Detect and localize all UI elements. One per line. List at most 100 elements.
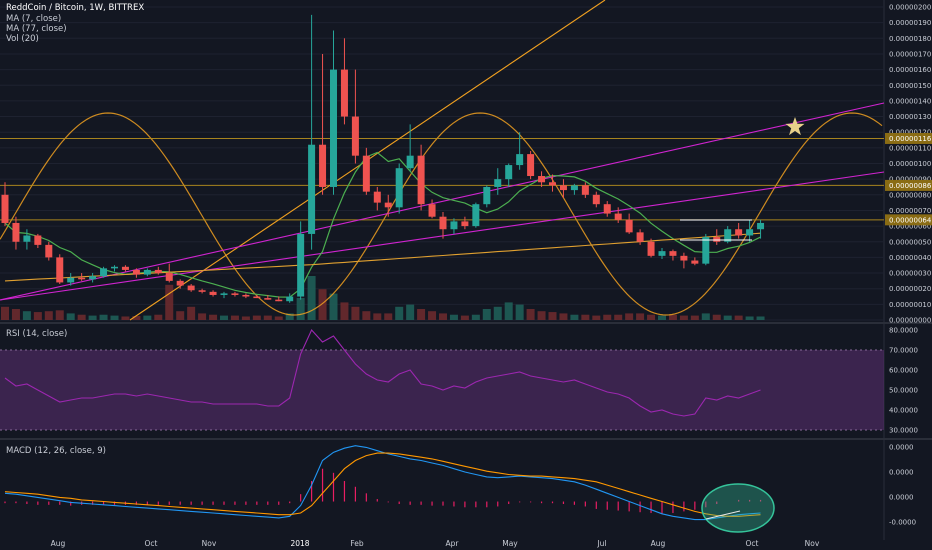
price-tick-label: 0.00000190: [889, 19, 931, 27]
volume-bar: [22, 311, 31, 320]
x-tick-label: Aug: [651, 539, 666, 548]
x-tick-label: Oct: [746, 539, 759, 548]
volume-bar: [220, 315, 228, 320]
rsi-tick-label: 70.0000: [889, 347, 918, 355]
volume-bar: [603, 314, 612, 320]
volume-bar: [526, 309, 535, 320]
x-tick-label: Oct: [145, 539, 158, 548]
rsi-tick-label: 40.0000: [889, 407, 918, 415]
candle-body: [702, 237, 710, 264]
candle-body: [746, 229, 754, 236]
volume-bar: [307, 276, 316, 320]
price-tick-label: 0.00000140: [889, 97, 931, 105]
volume-bar: [417, 309, 426, 320]
candle-body: [516, 154, 524, 166]
cycle-curve: [0, 112, 883, 316]
candle-body: [658, 251, 666, 256]
volume-bar: [241, 316, 250, 320]
volume-bar: [537, 311, 546, 320]
price-tick-label: 0.00000010: [889, 301, 931, 309]
candle-body: [187, 285, 195, 291]
volume-bar: [230, 315, 239, 320]
macd-tick-label: 0.0000: [889, 469, 914, 477]
candle-body: [362, 155, 370, 192]
volume-bar: [581, 314, 590, 320]
candle-body: [417, 155, 425, 205]
volume-bar: [44, 311, 53, 320]
volume-bar: [55, 310, 64, 320]
volume-bar: [154, 314, 163, 320]
volume-bar: [11, 309, 20, 320]
price-tick-label: 0.00000080: [889, 191, 931, 199]
volume-bar: [428, 311, 437, 320]
candle-body: [1, 194, 9, 223]
level-064-tag: [885, 214, 932, 226]
volume-bar: [679, 315, 688, 320]
target-star-icon: [785, 117, 805, 136]
level-116-tag: [885, 132, 932, 144]
candle-body: [78, 277, 86, 280]
volume-bar: [99, 314, 108, 320]
legend-ma7: MA (7, close): [6, 14, 62, 24]
volume-bar: [570, 314, 579, 320]
volume-bar: [668, 314, 677, 320]
volume-bar: [187, 306, 196, 320]
volume-bar: [318, 289, 327, 320]
volume-bar: [592, 315, 601, 320]
volume-bar: [482, 309, 491, 320]
legend-ma77: MA (77, close): [6, 24, 67, 34]
candle-body: [56, 257, 64, 283]
candle-body: [286, 296, 294, 302]
candle-body: [713, 237, 721, 242]
price-tick-label: 0.00000000: [889, 317, 931, 325]
candle-body: [472, 204, 480, 227]
price-tick-label: 0.00000110: [889, 144, 931, 152]
volume-bar: [340, 302, 349, 320]
volume-bar: [285, 313, 294, 320]
volume-bar: [329, 293, 338, 320]
price-tick-label: 0.00000060: [889, 223, 931, 231]
candle-body: [757, 222, 765, 230]
candle-body: [132, 269, 140, 275]
volume-bar: [734, 315, 743, 320]
volume-bar: [723, 315, 732, 320]
price-tick-label: 0.00000200: [889, 4, 931, 12]
volume-bar: [548, 312, 557, 320]
price-tick-label: 0.00000070: [889, 207, 931, 215]
x-tick-label: Aug: [51, 539, 66, 548]
trendline-magenta-lower: [0, 171, 885, 301]
candle-body: [450, 221, 458, 230]
legend-volume: Vol (20): [6, 34, 39, 44]
candle-body: [231, 293, 239, 295]
rsi-tick-label: 30.0000: [889, 427, 918, 435]
volume-bar: [614, 314, 623, 320]
price-tick-label: 0.00000180: [889, 35, 931, 43]
price-tick-label: 0.00000020: [889, 285, 931, 293]
macd-label: MACD (12, 26, close, 9): [6, 446, 106, 456]
volume-bar: [658, 315, 666, 320]
candle-body: [198, 290, 206, 292]
candle-body: [559, 185, 567, 191]
candle-body: [483, 186, 491, 205]
candle-body: [209, 291, 217, 295]
volume-bar: [395, 306, 404, 320]
volume-bar: [209, 314, 218, 320]
signal-line: [4, 452, 761, 517]
price-tick-label: 0.00000050: [889, 238, 931, 246]
candle-body: [395, 168, 403, 208]
volume-bar: [198, 313, 207, 320]
volume-bar: [143, 315, 152, 320]
candle-body: [319, 144, 327, 187]
price-tick-label: 0.00000090: [889, 176, 931, 184]
candle-body: [735, 229, 743, 236]
rsi-label: RSI (14, close): [6, 329, 68, 339]
ma7-line: [4, 151, 761, 298]
volume-bar: [449, 314, 458, 320]
x-tick-label: Jul: [596, 539, 606, 548]
volume-bar: [132, 316, 141, 320]
x-tick-label: Nov: [202, 539, 217, 548]
volume-bar: [1, 306, 9, 320]
candle-body: [691, 260, 699, 264]
x-tick-label: Nov: [805, 539, 820, 548]
